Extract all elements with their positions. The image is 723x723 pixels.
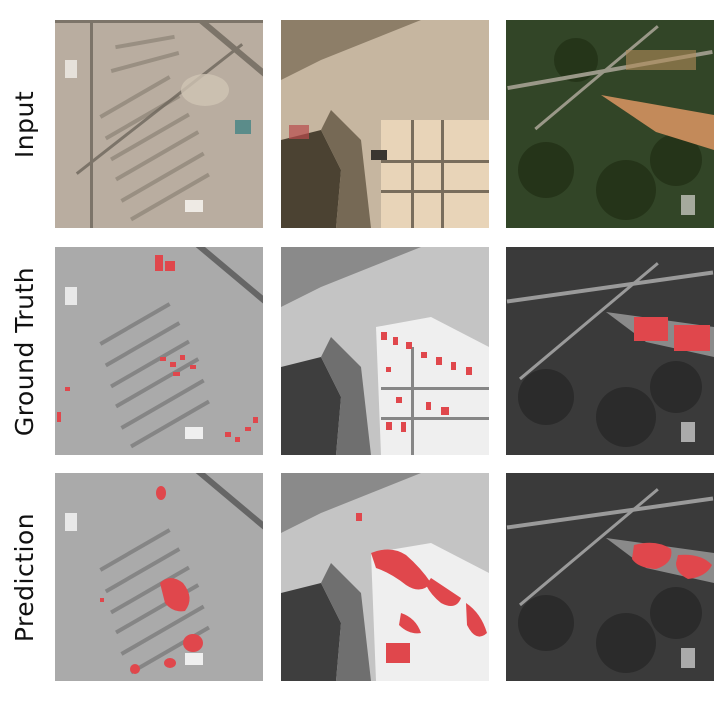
prediction-image-vegetated	[506, 473, 714, 681]
prediction-mask-vegetated	[632, 542, 712, 579]
ground-truth-tile-vegetated	[506, 247, 714, 455]
row-label-input: Input	[0, 20, 50, 228]
prediction-tile-suburban	[55, 473, 263, 681]
ground-truth-mask-dense-suburban	[381, 332, 472, 432]
prediction-mask-dense-suburban	[356, 513, 487, 663]
ground-truth-image-vegetated	[506, 247, 714, 455]
prediction-tile-vegetated	[506, 473, 714, 681]
input-image-dense-suburban	[281, 20, 489, 228]
input-image-suburban	[55, 20, 263, 228]
ground-truth-image-suburban	[55, 247, 263, 455]
ground-truth-mask-suburban	[57, 255, 258, 442]
input-tile-vegetated	[506, 20, 714, 228]
input-image-vegetated	[506, 20, 714, 228]
input-tile-dense-suburban	[281, 20, 489, 228]
ground-truth-mask-vegetated	[634, 317, 710, 351]
input-tile-suburban	[55, 20, 263, 228]
prediction-tile-dense-suburban	[281, 473, 489, 681]
prediction-mask-suburban	[100, 486, 203, 674]
row-label-prediction-text: Prediction	[10, 512, 40, 642]
ground-truth-tile-dense-suburban	[281, 247, 489, 455]
row-label-prediction: Prediction	[0, 473, 50, 681]
prediction-image-dense-suburban	[281, 473, 489, 681]
row-label-ground-truth: Ground Truth	[0, 247, 50, 455]
row-label-input-text: Input	[10, 90, 40, 158]
ground-truth-image-dense-suburban	[281, 247, 489, 455]
row-label-ground-truth-text: Ground Truth	[10, 266, 40, 436]
prediction-image-suburban	[55, 473, 263, 681]
ground-truth-tile-suburban	[55, 247, 263, 455]
